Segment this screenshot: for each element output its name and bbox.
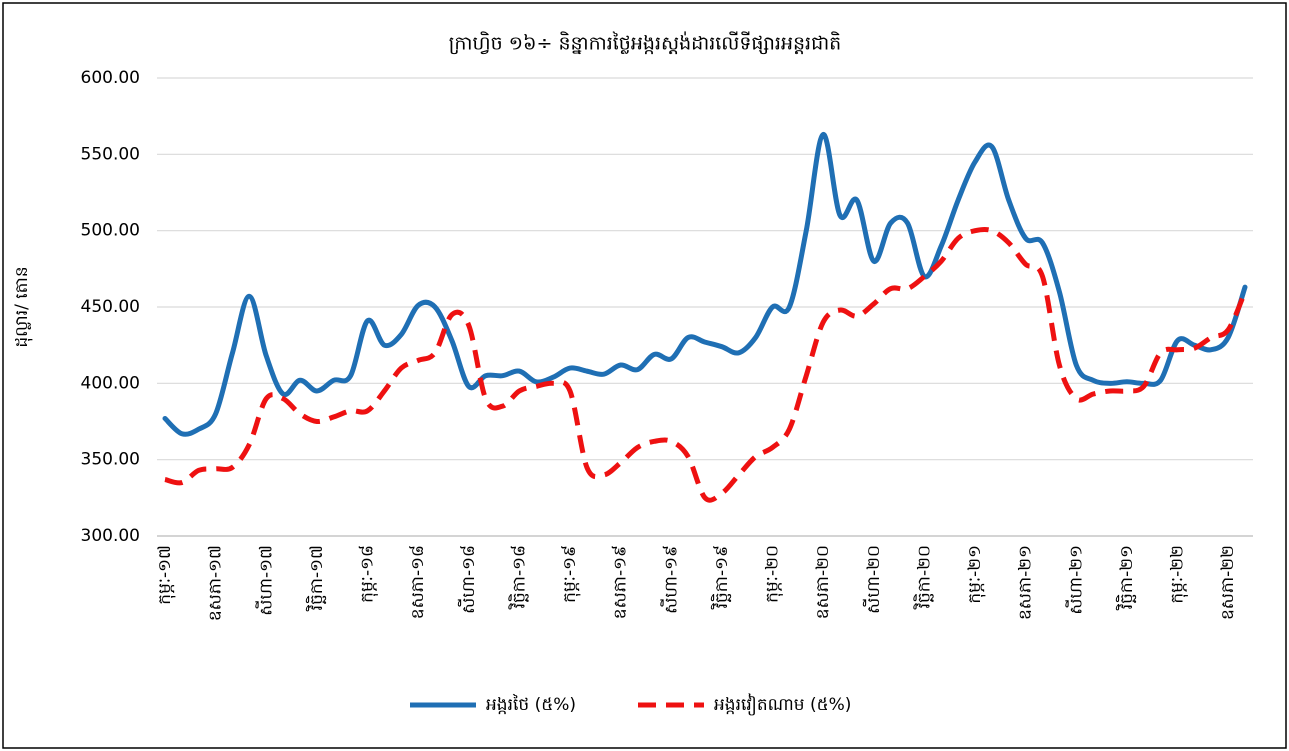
x-tick-label: វិច្ឆិកា-២០	[912, 545, 934, 610]
y-tick-label: 300.00	[81, 526, 140, 546]
x-tick-label: សីហា-១៧	[254, 545, 276, 616]
x-tick-label: ឧសភា-២២	[1218, 545, 1238, 620]
y-tick-label: 400.00	[81, 373, 140, 393]
x-tick-label: ឧសភា-១៩	[611, 545, 631, 619]
x-tick-label: ឧសភា-១៧	[206, 545, 226, 621]
data-line	[162, 131, 1248, 437]
x-tick-label: កុម្ភៈ-២១	[965, 545, 986, 604]
y-tick-label: 500.00	[81, 221, 140, 241]
x-tick-label: ឧសភា-២១	[1016, 545, 1036, 620]
x-tick-label: វិច្ឆិកា-១៨	[507, 545, 529, 610]
x-tick-label: កុម្ភៈ-២២	[1168, 545, 1189, 604]
x-tick-label: វិច្ឆិកា-២១	[1115, 545, 1137, 611]
x-tick-label: ឧសភា-២០	[813, 545, 833, 619]
legend-label: អង្ករវៀតណាម (៥%)	[714, 693, 851, 716]
x-tick-label: កុម្ភៈ-២០	[763, 545, 784, 603]
legend-label: អង្ករថៃ (៥%)	[486, 693, 576, 715]
x-tick-label: សីហា-១៩	[659, 545, 681, 614]
y-tick-label: 450.00	[81, 297, 140, 317]
x-tick-label: សីហា-២០	[862, 545, 884, 614]
x-tick-label: កុម្ភៈ-១៨	[358, 545, 379, 603]
x-tick-label: កុម្ភៈ-១៩	[560, 545, 581, 603]
chart-title: ក្រាហ្វិច ១៦÷ និន្នាការថ្លៃអង្ករស្តង់ដារ…	[449, 31, 842, 55]
y-tick-label: 550.00	[81, 144, 140, 164]
x-tick-label: ឧសភា-១៨	[408, 545, 428, 619]
x-tick-label: សីហា-២១	[1064, 545, 1086, 615]
y-tick-label: 600.00	[81, 68, 140, 88]
x-tick-label: វិច្ឆិកា-១៩	[710, 545, 732, 610]
x-tick-label: សីហា-១៨	[457, 545, 479, 614]
x-tick-label: កុម្ភៈ-១៧	[155, 545, 176, 605]
data-line	[164, 226, 1248, 503]
y-tick-label: 350.00	[81, 450, 140, 470]
x-tick-label: វិច្ឆិកា-១៧	[305, 545, 327, 612]
y-axis-label: ដុល្លារ/ តោន	[12, 266, 33, 347]
